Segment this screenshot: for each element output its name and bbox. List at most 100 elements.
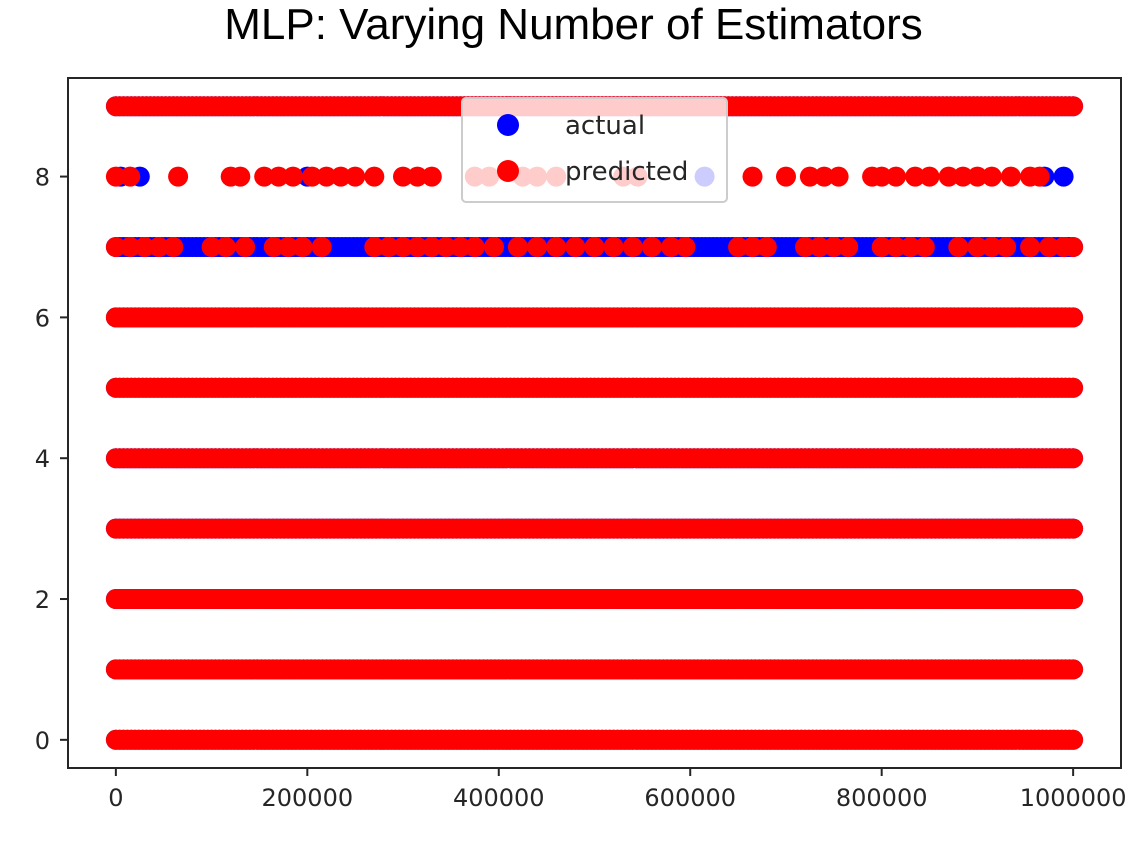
y-tick-label: 6 xyxy=(35,304,50,332)
data-point-predicted xyxy=(900,237,921,257)
data-point-predicted xyxy=(1063,729,1084,750)
data-point-predicted xyxy=(436,237,457,257)
data-point-predicted xyxy=(871,237,892,257)
data-point-predicted xyxy=(675,237,696,257)
data-point-predicted xyxy=(268,166,289,187)
data-point-predicted xyxy=(105,166,126,187)
data-point-predicted xyxy=(661,237,682,257)
data-point-predicted xyxy=(828,166,849,187)
x-tick-label: 400000 xyxy=(453,784,545,812)
data-point-predicted xyxy=(967,237,988,257)
data-point-predicted xyxy=(311,237,332,257)
data-point-predicted xyxy=(1029,166,1050,187)
data-point-predicted xyxy=(799,166,820,187)
data-point-predicted xyxy=(201,237,222,257)
y-tick-label: 8 xyxy=(35,164,50,192)
data-point-predicted xyxy=(105,237,126,257)
data-point-predicted xyxy=(546,237,567,257)
data-point-predicted xyxy=(393,237,413,257)
data-point-predicted xyxy=(1039,237,1060,257)
x-tick-label: 0 xyxy=(108,784,123,812)
data-point-predicted xyxy=(120,166,141,187)
data-point-predicted xyxy=(838,237,859,257)
data-point-predicted xyxy=(742,166,763,187)
data-point-predicted xyxy=(263,237,284,257)
data-point-predicted xyxy=(302,166,323,187)
data-point-predicted xyxy=(953,166,973,187)
data-point-predicted xyxy=(1063,307,1084,328)
plot-frame xyxy=(67,77,1122,769)
axis-ticks: 0 200000 400000 600000 800000 1000000 0 2 4 6 8 xyxy=(35,164,1127,812)
data-point-predicted xyxy=(728,237,749,257)
data-point-predicted xyxy=(795,237,816,257)
data-point-predicted xyxy=(919,166,940,187)
legend-box xyxy=(461,97,728,203)
data-point-predicted xyxy=(235,237,256,257)
data-point-predicted xyxy=(407,237,428,257)
data-point-predicted xyxy=(914,237,935,257)
data-point-predicted xyxy=(756,237,777,257)
data-point-predicted xyxy=(996,237,1017,257)
data-point-predicted xyxy=(809,237,830,257)
data-point-predicted xyxy=(967,166,988,187)
data-point-predicted xyxy=(215,237,236,257)
data-point-predicted xyxy=(814,166,835,187)
data-point-predicted xyxy=(1063,237,1084,257)
x-tick-label: 800000 xyxy=(836,784,928,812)
legend: actual predicted xyxy=(461,97,728,203)
data-point-predicted xyxy=(1063,589,1084,609)
data-point-predicted xyxy=(823,237,844,257)
data-point-predicted xyxy=(905,166,926,187)
data-point-predicted xyxy=(278,237,299,257)
data-point-predicted xyxy=(938,166,959,187)
data-point-predicted xyxy=(1063,448,1084,469)
data-point-predicted xyxy=(484,237,504,257)
data-point-predicted xyxy=(1063,96,1084,117)
y-tick-label: 0 xyxy=(35,727,50,755)
data-point-predicted xyxy=(1020,237,1041,257)
data-point-predicted xyxy=(378,237,399,257)
data-point-predicted xyxy=(421,237,442,257)
data-point-predicted xyxy=(584,237,605,257)
data-point-predicted xyxy=(230,166,251,187)
data-point-predicted xyxy=(565,237,586,257)
legend-marker-predicted xyxy=(497,160,519,182)
data-point-predicted xyxy=(742,237,763,257)
data-point-predicted xyxy=(871,166,892,187)
data-point-predicted xyxy=(421,166,442,187)
data-point-predicted xyxy=(527,237,548,257)
data-point-predicted xyxy=(163,237,184,257)
data-point-actual xyxy=(1053,166,1074,187)
data-point-predicted xyxy=(886,237,906,257)
data-point-predicted xyxy=(254,166,275,187)
legend-label-predicted: predicted xyxy=(565,157,688,187)
data-point-predicted xyxy=(948,237,969,257)
data-point-predicted xyxy=(364,237,385,257)
data-point-predicted xyxy=(1063,659,1084,680)
legend-marker-actual xyxy=(497,114,519,136)
data-point-predicted xyxy=(345,166,366,187)
data-point-predicted xyxy=(134,237,155,257)
data-point-predicted xyxy=(283,166,303,187)
y-tick-label: 2 xyxy=(35,586,50,614)
data-point-predicted xyxy=(981,166,1002,187)
data-point-predicted xyxy=(292,237,313,257)
data-point-predicted xyxy=(1063,377,1084,398)
x-tick-label: 200000 xyxy=(262,784,354,812)
data-point-predicted xyxy=(330,166,351,187)
data-point-predicted xyxy=(393,166,413,187)
data-point-predicted xyxy=(464,237,485,257)
data-point-predicted xyxy=(407,166,428,187)
data-point-predicted xyxy=(316,166,337,187)
y-tick-label: 4 xyxy=(35,445,50,473)
data-point-predicted xyxy=(450,237,471,257)
data-point-predicted xyxy=(120,237,141,257)
data-point-predicted xyxy=(168,166,189,187)
data-point-predicted xyxy=(1000,166,1021,187)
legend-label-actual: actual xyxy=(565,111,645,141)
chart-title: MLP: Varying Number of Estimators xyxy=(224,0,923,49)
data-point-predicted xyxy=(603,237,624,257)
data-point-predicted xyxy=(622,237,643,257)
data-point-predicted xyxy=(641,237,662,257)
